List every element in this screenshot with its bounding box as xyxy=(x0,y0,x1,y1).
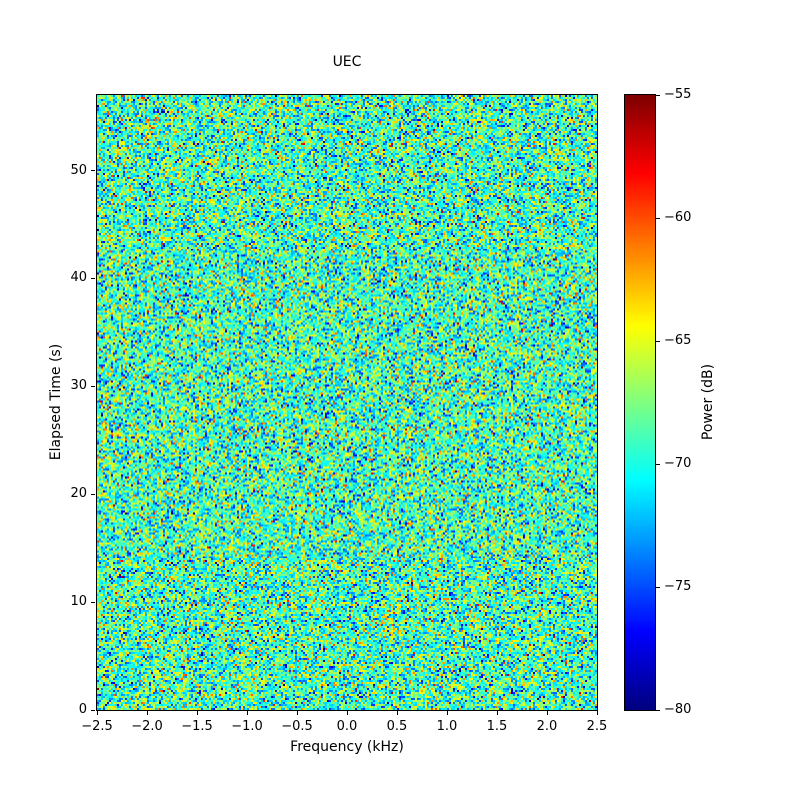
x-tick-label: 1.5 xyxy=(486,719,508,734)
x-axis-label: Frequency (kHz) xyxy=(290,739,404,755)
y-tick-mark xyxy=(91,709,95,711)
colorbar-tick-label: −65 xyxy=(664,333,692,348)
x-tick-mark xyxy=(496,711,498,715)
x-tick-label: 0.5 xyxy=(386,719,408,734)
y-tick-mark xyxy=(91,277,95,279)
x-tick-mark xyxy=(146,711,148,715)
x-tick-mark xyxy=(396,711,398,715)
x-tick-mark xyxy=(546,711,548,715)
x-tick-label: 2.0 xyxy=(536,719,558,734)
colorbar-label: Power (dB) xyxy=(700,363,716,441)
y-tick-label: 20 xyxy=(70,486,87,502)
x-tick-mark xyxy=(596,711,598,715)
x-tick-label: 0.0 xyxy=(336,719,358,734)
colorbar-tick-mark xyxy=(656,94,660,96)
y-tick-label: 0 xyxy=(78,702,87,717)
y-tick-mark xyxy=(91,385,95,387)
x-tick-label: −0.5 xyxy=(281,719,313,734)
colorbar-tick-mark xyxy=(656,463,660,465)
x-tick-label: −2.0 xyxy=(131,719,163,734)
plot-area xyxy=(96,94,598,711)
colorbar-tick-label: −75 xyxy=(664,579,692,594)
chart-title: UEC xyxy=(332,54,362,70)
colorbar-tick-mark xyxy=(656,217,660,219)
y-tick-mark xyxy=(91,493,95,495)
y-axis-label: Elapsed Time (s) xyxy=(48,343,64,461)
colorbar-tick-label: −80 xyxy=(664,702,692,717)
colorbar-tick-mark xyxy=(656,709,660,711)
colorbar-gradient-canvas xyxy=(625,95,655,710)
spectrogram-heatmap-canvas xyxy=(97,95,597,710)
y-tick-mark xyxy=(91,170,95,172)
colorbar-tick-label: −60 xyxy=(664,210,692,225)
x-tick-label: 1.0 xyxy=(436,719,458,734)
colorbar-tick-label: −70 xyxy=(664,456,692,471)
colorbar-tick-mark xyxy=(656,340,660,342)
x-tick-mark xyxy=(96,711,98,715)
y-tick-label: 10 xyxy=(70,594,87,610)
y-tick-label: 50 xyxy=(70,162,87,178)
colorbar-tick-mark xyxy=(656,586,660,588)
x-tick-label: −1.0 xyxy=(231,719,263,734)
y-tick-mark xyxy=(91,601,95,603)
y-tick-label: 40 xyxy=(70,270,87,286)
x-tick-label: −1.5 xyxy=(181,719,213,734)
x-tick-label: −2.5 xyxy=(81,719,113,734)
x-tick-mark xyxy=(446,711,448,715)
x-tick-label: 2.5 xyxy=(586,719,608,734)
colorbar xyxy=(624,94,656,711)
y-tick-label: 30 xyxy=(70,378,87,394)
x-tick-mark xyxy=(346,711,348,715)
x-tick-mark xyxy=(196,711,198,715)
x-tick-mark xyxy=(296,711,298,715)
colorbar-tick-label: −55 xyxy=(664,87,692,102)
x-tick-mark xyxy=(246,711,248,715)
